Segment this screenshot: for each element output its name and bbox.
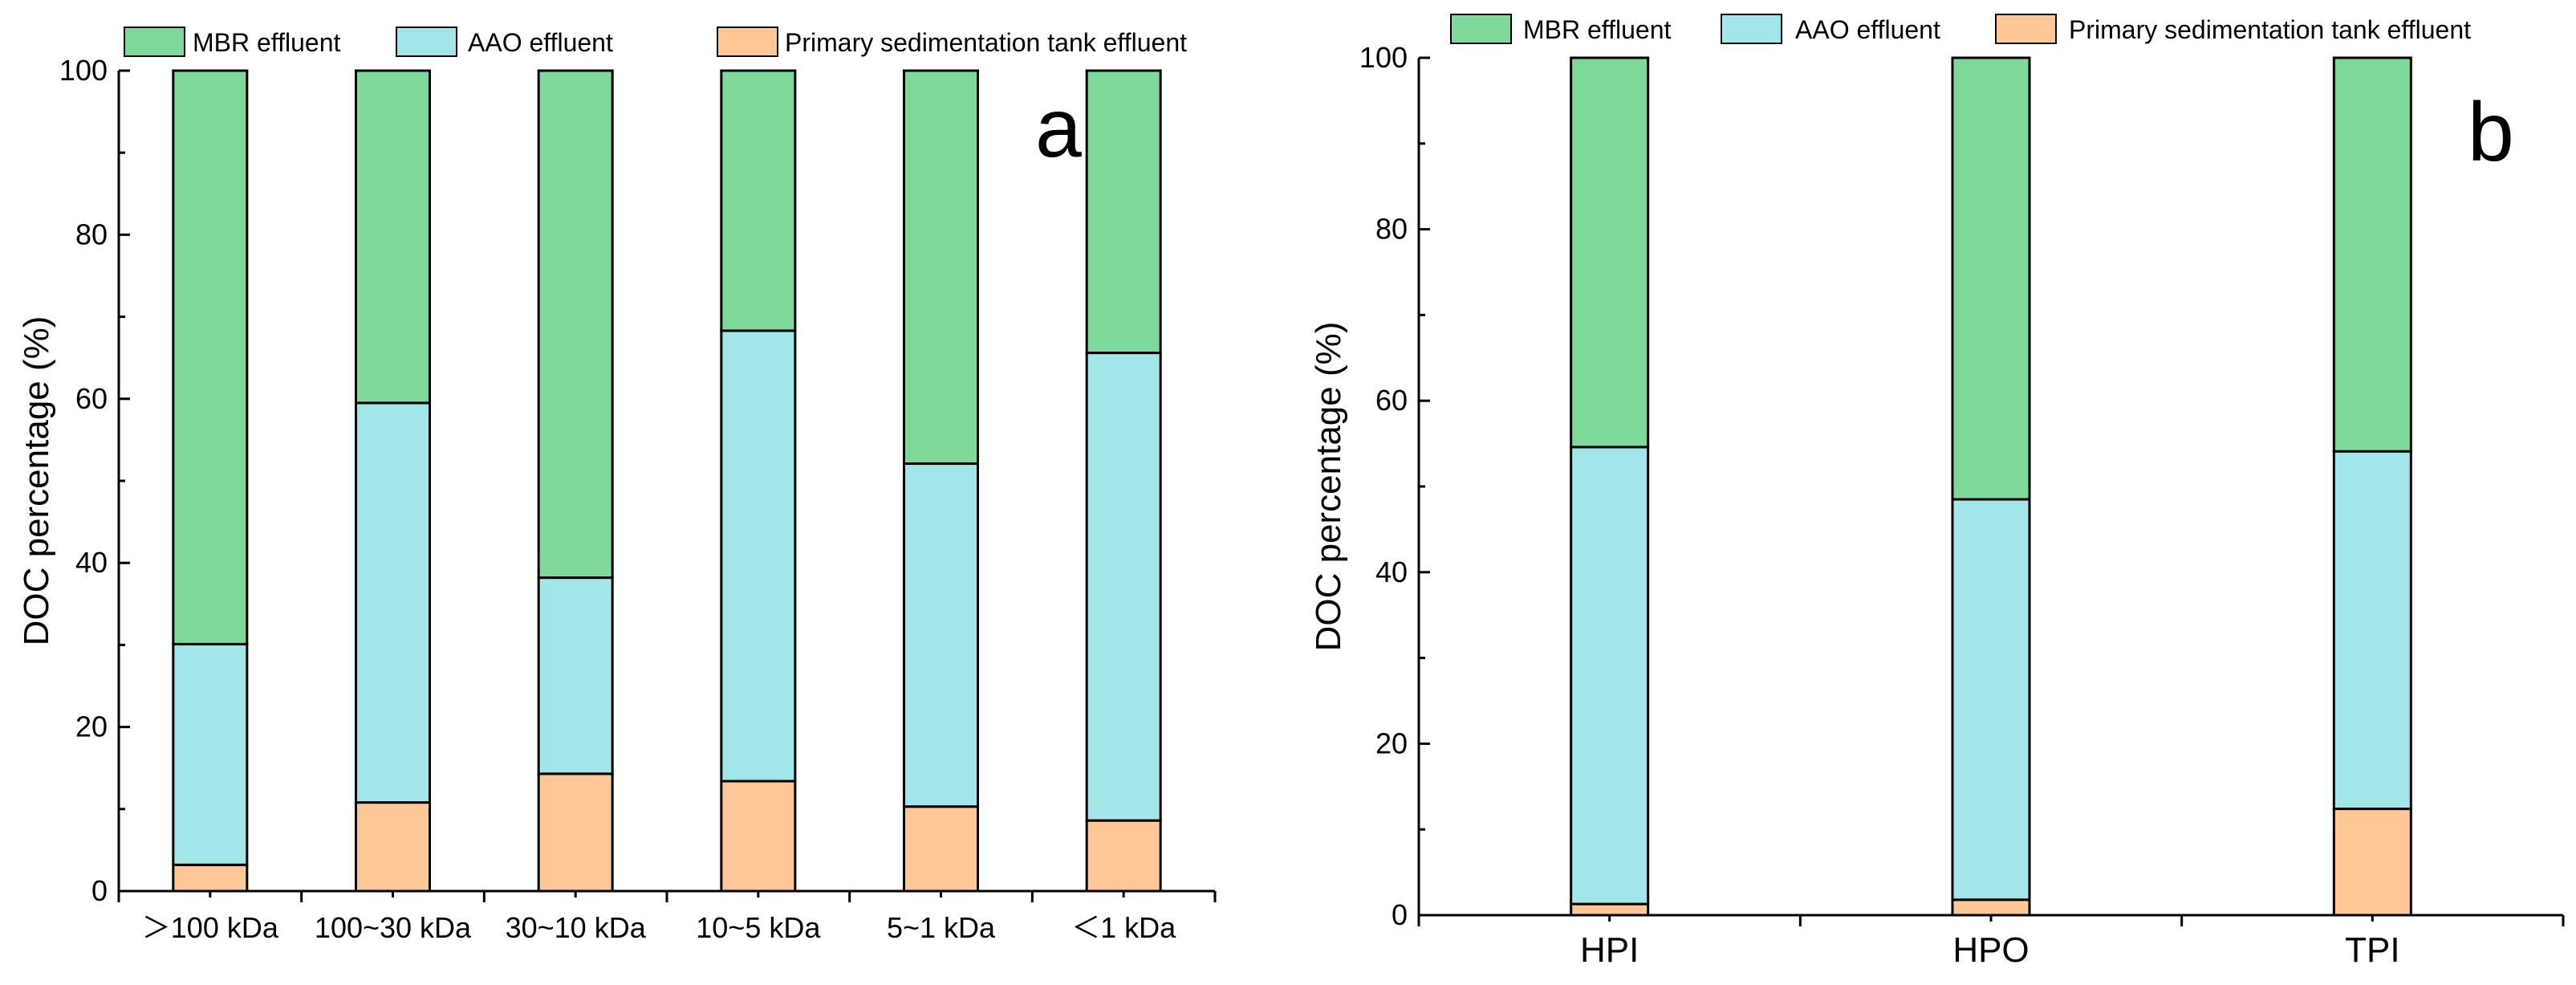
y-tick-label-a-0: 0	[91, 874, 108, 907]
bar-b-1-1	[1951, 498, 2031, 902]
x-tick-label-a-4: 5~1 kDa	[887, 911, 996, 944]
y-tick-label-a-4: 80	[75, 218, 108, 250]
panel-letter-a: a	[1035, 82, 1082, 175]
x-tick-label-b-1: HPO	[1952, 930, 2029, 970]
bar-b-1-2	[2332, 450, 2412, 811]
legend-swatch-a-0	[124, 26, 185, 57]
bar-b-0-0	[1570, 902, 1650, 917]
y-tick-label-b-2: 40	[1375, 556, 1408, 588]
bar-a-1-2	[537, 576, 614, 775]
bar-b-2-1	[1951, 56, 2031, 501]
legend-swatch-b-1	[1721, 14, 1782, 44]
x-tick-label-a-5: ＜1 kDa	[1071, 911, 1176, 944]
legend-label-a-2: Primary sedimentation tank effluent	[785, 28, 1187, 57]
bar-a-0-4	[903, 805, 979, 893]
y-axis-title-a: DOC percentage (%)	[17, 316, 56, 646]
bar-a-2-3	[720, 69, 797, 332]
panel-letter-b: b	[2468, 86, 2514, 179]
y-tick-label-b-1: 20	[1375, 727, 1408, 759]
bar-a-0-0	[172, 863, 249, 893]
bar-b-2-0	[1570, 56, 1650, 449]
x-tick-label-b-2: TPI	[2345, 930, 2399, 970]
x-tick-label-b-0: HPI	[1580, 930, 1639, 970]
bar-a-1-0	[172, 642, 249, 866]
y-axis-title-b: DOC percentage (%)	[1309, 322, 1348, 652]
bar-b-0-2	[2332, 808, 2412, 917]
bar-a-1-5	[1085, 352, 1162, 822]
x-tick-label-a-1: 100~30 kDa	[315, 911, 472, 944]
legend-label-b-1: AAO effluent	[1795, 15, 1940, 44]
y-tick-label-a-3: 60	[75, 382, 108, 415]
legend-label-a-1: AAO effluent	[468, 28, 613, 57]
bar-a-2-1	[355, 69, 431, 405]
legend-label-b-2: Primary sedimentation tank effluent	[2069, 15, 2471, 44]
bar-a-2-4	[903, 69, 979, 466]
bar-a-0-3	[720, 779, 797, 893]
bar-a-2-2	[537, 69, 614, 580]
y-tick-label-b-4: 80	[1375, 213, 1408, 246]
y-tick-label-a-5: 100	[59, 54, 108, 87]
panel-b-chart: 0 20 40 60 80 100 HPI HPO TPI DOC percentage (%) b…	[1309, 14, 2565, 970]
legend-label-a-0: MBR effluent	[193, 28, 341, 57]
bar-a-2-0	[172, 69, 249, 645]
y-tick-label-b-5: 100	[1359, 41, 1408, 74]
legend-swatch-a-2	[717, 26, 778, 57]
bar-a-0-2	[537, 772, 614, 893]
y-tick-label-a-2: 40	[75, 546, 108, 579]
x-tick-label-a-0: ＞100 kDa	[142, 911, 279, 944]
legend-swatch-b-2	[1995, 14, 2057, 44]
bar-a-2-5	[1085, 69, 1162, 355]
y-tick-label-b-3: 60	[1375, 384, 1408, 417]
bar-a-1-3	[720, 329, 797, 783]
bar-a-0-1	[355, 801, 431, 893]
legend-label-b-0: MBR effluent	[1523, 15, 1672, 44]
y-tick-label-a-1: 20	[75, 710, 108, 743]
y-tick-label-b-0: 0	[1392, 898, 1408, 931]
legend-swatch-a-1	[396, 26, 457, 57]
x-tick-label-a-2: 30~10 kDa	[506, 911, 647, 944]
bar-a-1-1	[355, 401, 431, 804]
panel-a-chart: 0 20 40 60 80 100 ＞100 kDa 100~30 kDa 30~10 kDa 1…	[17, 26, 1217, 944]
bar-a-0-5	[1085, 819, 1162, 893]
bar-b-1-0	[1570, 446, 1650, 906]
x-tick-label-a-3: 10~5 kDa	[696, 911, 821, 944]
bar-a-1-4	[903, 462, 979, 808]
bar-b-2-2	[2332, 56, 2412, 453]
bar-b-0-1	[1951, 898, 2031, 917]
legend-swatch-b-0	[1450, 14, 1512, 44]
